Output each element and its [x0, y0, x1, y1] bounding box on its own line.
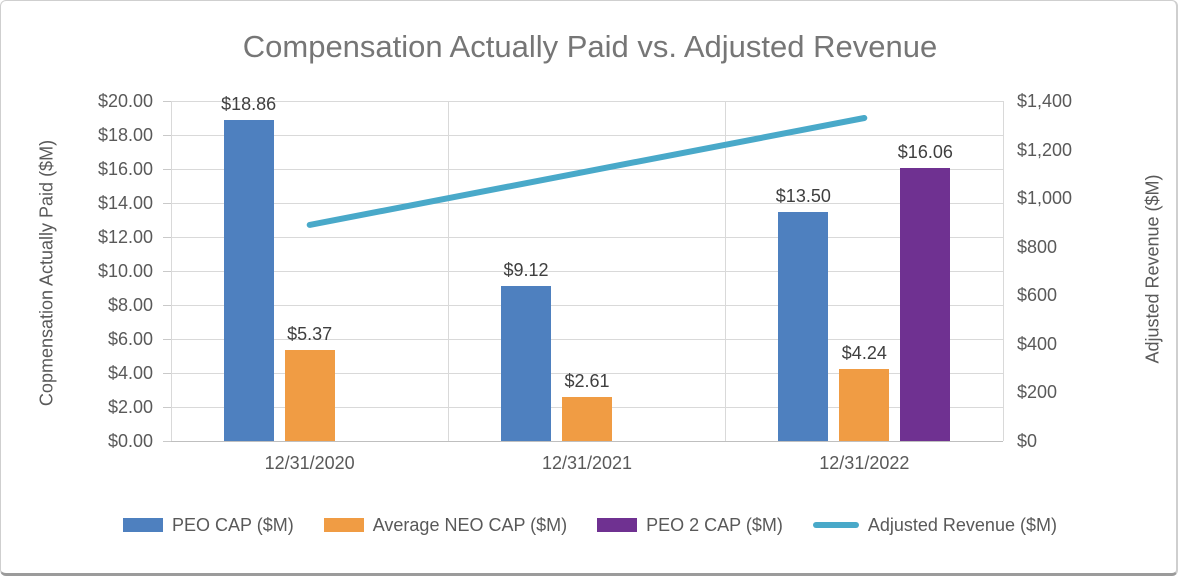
gridline — [171, 202, 1003, 204]
right-axis-tick-label: $0 — [1017, 431, 1038, 451]
left-axis-tick-label: $2.00 — [107, 397, 153, 417]
legend-swatch-marker — [123, 518, 164, 532]
gridline — [447, 101, 449, 441]
x-axis-label: 12/31/2021 — [541, 453, 633, 473]
legend-label: PEO 2 CAP ($M) — [646, 514, 783, 535]
left-axis-tick-label: $4.00 — [107, 363, 153, 383]
legend-item: Adjusted Revenue ($M) — [812, 514, 1057, 536]
left-axis-tick — [163, 202, 171, 204]
line-series — [306, 115, 868, 228]
gridline — [171, 372, 1003, 374]
left-axis-tick-label: $10.00 — [97, 261, 153, 281]
left-axis-tick — [163, 270, 171, 272]
x-axis-label: 12/31/2022 — [819, 453, 910, 473]
bar-data-label: $18.86 — [221, 94, 277, 115]
legend-item: PEO CAP ($M) — [123, 515, 294, 536]
right-axis-tick-label: $600 — [1017, 285, 1058, 306]
gridline — [171, 270, 1003, 272]
bar — [839, 368, 890, 441]
left-axis-tick-label: $16.00 — [97, 159, 153, 179]
right-axis-tick-label: $200 — [1017, 382, 1058, 403]
bar-data-label: $13.50 — [775, 185, 831, 206]
bar-data-label: $2.61 — [564, 370, 610, 391]
gridline — [170, 101, 172, 441]
gridline — [171, 236, 1003, 238]
left-axis-tick — [163, 406, 171, 408]
left-axis-tick — [163, 440, 171, 442]
left-axis-tick-label: $12.00 — [97, 227, 153, 247]
legend-label: PEO CAP ($M) — [172, 514, 294, 535]
right-axis-tick-label: $800 — [1017, 236, 1058, 257]
gridline — [171, 304, 1003, 306]
right-axis-title: Adjusted Revenue ($M) — [1142, 174, 1163, 364]
legend-swatch-marker — [323, 518, 364, 532]
left-axis-tick — [163, 372, 171, 374]
bar-data-label: $9.12 — [503, 259, 549, 280]
gridline — [171, 134, 1003, 136]
left-axis-tick — [163, 134, 171, 136]
left-axis-tick-label: $8.00 — [107, 295, 153, 315]
gridline — [725, 101, 727, 441]
bar — [284, 349, 335, 441]
legend: PEO CAP ($M) Average NEO CAP ($M) PEO 2 CA… — [1, 507, 1176, 543]
right-axis-tick-label: $1,200 — [1017, 139, 1073, 160]
gridline — [171, 338, 1003, 340]
gridline — [1002, 101, 1004, 441]
plot-area: $18.86 $9.12 $13.50 $5.37 $2.61 $4.24 $16.06 — [170, 94, 1004, 442]
left-axis-tick-label: $20.00 — [97, 91, 153, 111]
legend-item: Average NEO CAP ($M) — [323, 514, 568, 536]
left-axis-tick — [163, 338, 171, 340]
legend-line-marker — [812, 522, 859, 528]
left-axis-tick-label: $18.00 — [97, 125, 153, 145]
bar-data-label: $16.06 — [897, 141, 953, 162]
bar — [223, 120, 274, 441]
chart-title: Compensation Actually Paid vs. Adjusted … — [242, 29, 938, 64]
left-axis-tick-label: $0.00 — [107, 431, 153, 451]
left-axis-tick — [163, 236, 171, 238]
left-axis-tick-label: $14.00 — [97, 193, 153, 213]
legend-label: Average NEO CAP ($M) — [372, 514, 568, 535]
left-axis-tick — [163, 100, 171, 102]
legend-item: PEO 2 CAP ($M) — [597, 515, 783, 536]
gridline — [171, 100, 1003, 102]
left-axis-tick — [163, 304, 171, 306]
bar — [900, 167, 951, 441]
bar-data-label: $4.24 — [841, 342, 887, 363]
left-axis-tick-label: $6.00 — [107, 329, 153, 349]
bar — [501, 285, 551, 441]
right-axis-tick-label: $1,400 — [1017, 91, 1073, 111]
right-axis-tick-label: $1,000 — [1017, 188, 1073, 209]
x-axis-label: 12/31/2020 — [264, 453, 355, 473]
legend-swatch-marker — [597, 518, 638, 532]
adjusted-revenue-line — [306, 115, 868, 228]
left-axis-tick — [163, 168, 171, 170]
gridline — [171, 440, 1003, 442]
legend-label: Adjusted Revenue ($M) — [867, 514, 1057, 535]
bar-data-label: $5.37 — [287, 323, 333, 344]
bar — [778, 211, 829, 441]
right-axis-tick-label: $400 — [1017, 333, 1058, 354]
bar — [562, 396, 612, 441]
